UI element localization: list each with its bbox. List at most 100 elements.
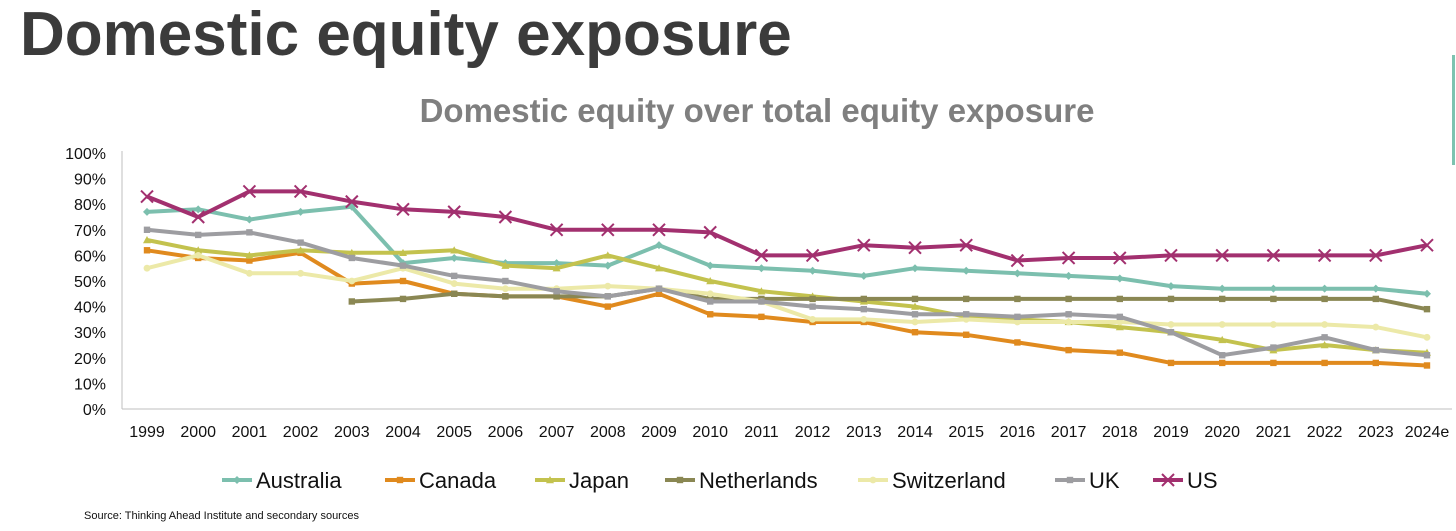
data-point — [1167, 282, 1175, 291]
data-point — [195, 231, 202, 239]
series-uk — [143, 226, 1431, 359]
data-point — [1167, 359, 1175, 367]
data-point — [809, 316, 816, 323]
data-point — [963, 311, 970, 318]
data-point — [143, 247, 151, 254]
x-tick-label: 2021 — [1256, 424, 1292, 441]
legend-item-canada: Canada — [385, 468, 497, 493]
x-axis-ticks: 1999 2000 2001 2002 2003 2004 2005 2006 2007 2008… — [129, 424, 1449, 441]
data-point — [1115, 274, 1124, 283]
data-point — [1269, 284, 1278, 293]
legend-item-us: US — [1153, 468, 1218, 493]
x-tick-label: 2005 — [436, 424, 472, 441]
y-tick-label: 80% — [74, 197, 106, 214]
data-point — [1219, 359, 1226, 367]
data-point — [501, 261, 510, 269]
data-point — [1167, 329, 1175, 336]
data-point — [655, 241, 663, 250]
legend-item-switzerland: Switzerland — [858, 468, 1006, 493]
data-point — [603, 261, 612, 270]
data-point — [194, 252, 202, 259]
data-point — [1065, 318, 1072, 326]
data-point — [1423, 352, 1431, 359]
data-point — [911, 318, 919, 326]
x-tick-label: 2014 — [897, 424, 933, 441]
data-point — [655, 285, 663, 292]
data-point — [604, 293, 611, 300]
data-point — [706, 277, 715, 285]
data-point — [1010, 253, 1025, 268]
data-point — [143, 226, 151, 233]
x-tick-label: 2023 — [1358, 424, 1394, 441]
data-point — [758, 313, 765, 321]
data-point — [140, 189, 154, 204]
data-point — [549, 223, 564, 237]
data-point — [1423, 305, 1431, 313]
data-point — [546, 476, 554, 484]
data-point — [860, 305, 867, 313]
data-point — [246, 257, 253, 264]
data-point — [655, 290, 663, 297]
data-point — [502, 293, 509, 300]
data-point — [911, 264, 919, 273]
y-tick-label: 20% — [74, 351, 106, 368]
data-point — [962, 266, 971, 275]
data-point — [348, 277, 356, 285]
data-point — [1014, 339, 1021, 346]
data-point — [604, 303, 611, 310]
data-point — [1065, 311, 1072, 318]
data-point — [959, 238, 973, 252]
data-point — [450, 280, 458, 287]
data-point — [348, 254, 355, 262]
data-point — [246, 269, 253, 277]
x-tick-label: 2011 — [744, 424, 779, 441]
data-point — [808, 266, 817, 275]
data-point — [911, 329, 919, 336]
data-point — [1420, 238, 1434, 252]
legend-label: US — [1187, 468, 1218, 493]
x-tick-label: 2010 — [692, 424, 728, 441]
x-tick-label: 2016 — [1000, 424, 1036, 441]
data-point — [703, 225, 717, 240]
y-tick-label: 70% — [74, 223, 106, 240]
series-australia — [143, 202, 1431, 298]
legend-item-uk: UK — [1055, 468, 1120, 493]
data-point — [860, 316, 868, 323]
data-point — [655, 264, 663, 272]
data-point — [1321, 359, 1328, 367]
data-point — [1116, 313, 1123, 321]
x-tick-label: 2000 — [180, 424, 216, 441]
data-point — [676, 476, 684, 484]
data-point — [1061, 251, 1076, 265]
legend-label: Japan — [569, 468, 629, 493]
x-tick-label: 2020 — [1204, 424, 1240, 441]
data-point — [1266, 248, 1281, 263]
data-point — [399, 295, 407, 303]
data-point — [911, 295, 919, 303]
data-point — [1115, 323, 1124, 331]
data-point — [963, 295, 970, 303]
data-point — [1317, 248, 1332, 263]
legend-label: Australia — [256, 468, 342, 493]
axes — [121, 151, 1452, 410]
data-point — [963, 331, 970, 338]
y-tick-label: 60% — [74, 248, 106, 265]
data-point — [1064, 271, 1073, 280]
series-line — [146, 204, 1428, 296]
x-tick-label: 2003 — [334, 424, 370, 441]
data-point — [1215, 248, 1229, 263]
data-point — [805, 248, 820, 263]
data-point — [450, 253, 459, 262]
y-tick-label: 40% — [74, 300, 106, 317]
x-tick-label: 2008 — [590, 424, 626, 441]
series-line — [351, 286, 1428, 312]
legend-label: UK — [1089, 468, 1120, 493]
data-point — [553, 293, 560, 300]
data-point — [191, 210, 205, 224]
data-point — [143, 264, 151, 272]
data-point — [1321, 321, 1328, 328]
data-point — [296, 246, 305, 254]
data-point — [1113, 251, 1127, 265]
x-tick-label: 2015 — [948, 424, 984, 441]
